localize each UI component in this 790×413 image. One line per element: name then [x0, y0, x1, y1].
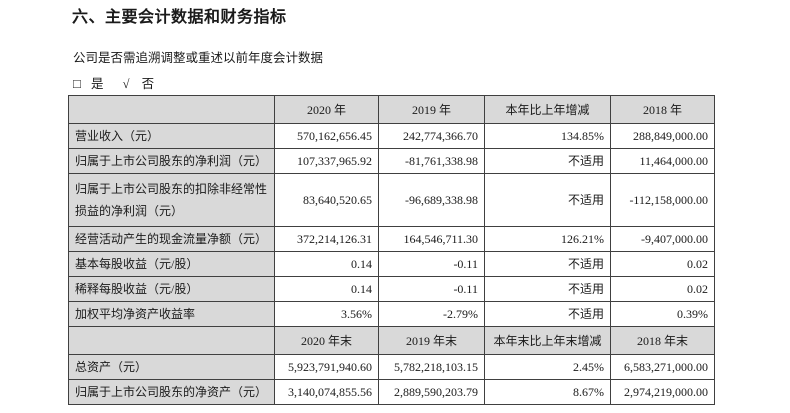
- financial-indicators-table: 2020 年 2019 年 本年比上年增减 2018 年 营业收入（元） 570…: [68, 95, 715, 405]
- row-label: 基本每股收益（元/股）: [68, 251, 275, 277]
- table-row-non-recurring-net-profit: 归属于上市公司股东的扣除非经常性损益的净利润（元） 83,640,520.65 …: [68, 173, 715, 227]
- table-row-total-assets: 总资产（元） 5,923,791,940.60 5,782,218,103.15…: [68, 354, 715, 380]
- row-label: 总资产（元）: [68, 354, 275, 380]
- value-2020: 0.14: [274, 276, 379, 302]
- value-2019: 5,782,218,103.15: [378, 354, 485, 380]
- value-2020: 3.56%: [274, 301, 379, 327]
- header-blank-cell: [68, 95, 275, 124]
- value-change: 不适用: [484, 301, 611, 327]
- header-2020-yearend: 2020 年末: [274, 326, 379, 355]
- value-2019: 2,889,590,203.79: [378, 379, 485, 405]
- header-yoy-change: 本年比上年增减: [484, 95, 611, 124]
- value-change: 2.45%: [484, 354, 611, 380]
- value-2020: 5,923,791,940.60: [274, 354, 379, 380]
- yes-label: 是: [90, 77, 104, 91]
- annual-header-row: 2020 年 2019 年 本年比上年增减 2018 年: [68, 95, 715, 124]
- value-2020: 83,640,520.65: [274, 173, 379, 227]
- no-label: 否: [141, 77, 155, 91]
- header-blank-cell: [68, 326, 275, 355]
- value-2018: 0.39%: [610, 301, 715, 327]
- value-2020: 3,140,074,855.56: [274, 379, 379, 405]
- table-row-diluted-eps: 稀释每股收益（元/股） 0.14 -0.11 不适用 0.02: [68, 276, 715, 302]
- value-2018: 0.02: [610, 276, 715, 302]
- row-label: 归属于上市公司股东的净利润（元）: [68, 148, 275, 174]
- value-2018: -9,407,000.00: [610, 226, 715, 252]
- row-label: 经营活动产生的现金流量净额（元）: [68, 226, 275, 252]
- table-row-net-profit: 归属于上市公司股东的净利润（元） 107,337,965.92 -81,761,…: [68, 148, 715, 174]
- value-change: 126.21%: [484, 226, 611, 252]
- value-2020: 0.14: [274, 251, 379, 277]
- yearend-header-row: 2020 年末 2019 年末 本年末比上年末增减 2018 年末: [68, 326, 715, 355]
- value-2018: 0.02: [610, 251, 715, 277]
- value-2020: 107,337,965.92: [274, 148, 379, 174]
- value-2020: 570,162,656.45: [274, 123, 379, 149]
- value-2018: -112,158,000.00: [610, 173, 715, 227]
- row-label: 加权平均净资产收益率: [68, 301, 275, 327]
- header-yearend-change: 本年末比上年末增减: [484, 326, 611, 355]
- value-2018: 11,464,000.00: [610, 148, 715, 174]
- value-2019: -2.79%: [378, 301, 485, 327]
- check-mark-icon: √: [122, 77, 130, 91]
- table-row-basic-eps: 基本每股收益（元/股） 0.14 -0.11 不适用 0.02: [68, 251, 715, 277]
- value-change: 134.85%: [484, 123, 611, 149]
- value-change: 不适用: [484, 148, 611, 174]
- row-label: 归属于上市公司股东的扣除非经常性损益的净利润（元）: [68, 173, 275, 227]
- header-2019: 2019 年: [378, 95, 485, 124]
- table-row-operating-cash-flow: 经营活动产生的现金流量净额（元） 372,214,126.31 164,546,…: [68, 226, 715, 252]
- value-2019: 242,774,366.70: [378, 123, 485, 149]
- value-2018: 288,849,000.00: [610, 123, 715, 149]
- header-2018: 2018 年: [610, 95, 715, 124]
- table-row-revenue: 营业收入（元） 570,162,656.45 242,774,366.70 13…: [68, 123, 715, 149]
- row-label: 稀释每股收益（元/股）: [68, 276, 275, 302]
- table-row-net-assets: 归属于上市公司股东的净资产（元） 3,140,074,855.56 2,889,…: [68, 379, 715, 405]
- value-2019: -0.11: [378, 251, 485, 277]
- value-change: 不适用: [484, 276, 611, 302]
- row-label: 归属于上市公司股东的净资产（元）: [68, 379, 275, 405]
- row-label: 营业收入（元）: [68, 123, 275, 149]
- value-2019: -0.11: [378, 276, 485, 302]
- restatement-choice-line: □ 是 √ 否: [73, 76, 790, 92]
- value-2019: -81,761,338.98: [378, 148, 485, 174]
- value-change: 8.67%: [484, 379, 611, 405]
- header-2019-yearend: 2019 年末: [378, 326, 485, 355]
- value-change: 不适用: [484, 173, 611, 227]
- header-2020: 2020 年: [274, 95, 379, 124]
- value-2018: 6,583,271,000.00: [610, 354, 715, 380]
- value-2020: 372,214,126.31: [274, 226, 379, 252]
- restatement-question: 公司是否需追溯调整或重述以前年度会计数据: [73, 51, 324, 65]
- value-change: 不适用: [484, 251, 611, 277]
- page-title: 六、主要会计数据和财务指标: [72, 9, 287, 26]
- value-2019: -96,689,338.98: [378, 173, 485, 227]
- checkbox-unchecked-icon: □: [73, 76, 81, 91]
- value-2019: 164,546,711.30: [378, 226, 485, 252]
- header-2018-yearend: 2018 年末: [610, 326, 715, 355]
- table-row-weighted-avg-roe: 加权平均净资产收益率 3.56% -2.79% 不适用 0.39%: [68, 301, 715, 327]
- value-2018: 2,974,219,000.00: [610, 379, 715, 405]
